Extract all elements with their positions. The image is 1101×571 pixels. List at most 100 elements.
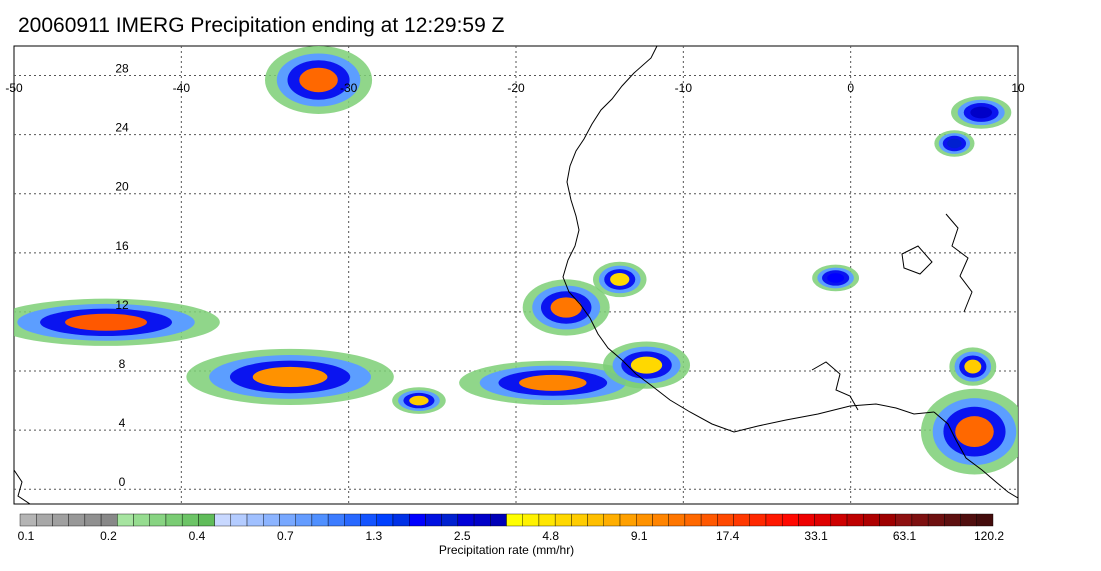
precip-core [630,356,663,374]
latitude-tick-label: 28 [115,62,129,76]
longitude-tick-label: -20 [507,81,525,95]
colorbar-swatch [571,513,588,527]
precip-cell-niger-east [934,130,975,157]
colorbar-swatch [409,513,426,527]
colorbar-swatch [765,513,783,527]
colorbar-swatch [181,513,199,527]
inland-water-outline [901,245,933,275]
latitude-tick-label: 8 [119,357,126,371]
longitude-tick-label: -40 [173,81,191,95]
colorbar-swatch [668,513,686,527]
colorbar-swatch [619,513,637,527]
colorbar-swatch [798,513,815,527]
colorbar-tick-label: 2.5 [454,529,471,543]
precip-core [65,313,147,331]
colorbar-swatch [100,513,118,527]
colorbar-tick-label: 0.7 [277,529,294,543]
precip-cell-mali [812,264,860,292]
latitude-tick-label: 12 [115,298,129,312]
colorbar-swatch [636,513,653,527]
bight-coastline [933,411,1018,499]
precip-core [519,374,587,391]
colorbar-swatch [425,513,442,527]
colorbar-tick-label: 9.1 [631,529,648,543]
colorbar-tick-label: 0.4 [189,529,206,543]
colorbar-swatch [863,513,880,527]
colorbar-swatch [36,513,53,527]
colorbar-swatch [781,513,799,527]
colorbar-swatch [344,513,361,527]
colorbar-swatch [538,513,556,527]
west-africa-coastline [562,46,935,433]
latitude-tick-label: 0 [119,475,126,489]
latitude-tick-label: 24 [115,121,129,135]
colorbar-swatch [295,513,313,527]
colorbar-tick-label: 63.1 [893,529,917,543]
colorbar-tick-label: 4.8 [542,529,559,543]
colorbar-swatch [814,513,832,527]
colorbar-swatch [198,513,215,527]
colorbar-swatch [311,513,329,527]
precip-core [610,273,630,286]
precip-core [252,366,328,388]
colorbar-swatch [976,513,994,527]
longitude-tick-label: 0 [847,81,854,95]
precip-cell-nigeria [920,388,1018,475]
precip-cell-central-band [186,348,394,406]
precip-cell-liberia [603,341,691,389]
colorbar-title: Precipitation rate (mm/hr) [439,543,574,557]
precip-cell-offshore-band [459,360,647,406]
colorbar-swatch [246,513,264,527]
colorbar-swatch [457,513,475,527]
precip-core [827,273,845,283]
river-delta-outline [811,361,859,411]
colorbar-swatch [603,513,621,527]
longitude-tick-label: -50 [5,81,23,95]
colorbar-swatch [490,513,507,527]
graticule [14,46,1018,504]
colorbar-swatch [230,513,248,527]
colorbar-swatch [895,513,913,527]
colorbar-swatch [652,513,669,527]
colorbar-tick-label: 0.1 [18,529,35,543]
colorbar-swatch [927,513,945,527]
precip-core [964,359,982,374]
colorbar-swatch [587,513,604,527]
latitude-tick-label: 20 [115,180,129,194]
longitude-tick-label: 10 [1011,81,1025,95]
colorbar-swatch [117,513,134,527]
colorbar-swatch [149,513,167,527]
colorbar-swatch [279,513,296,527]
colorbar-swatch [84,513,102,527]
precip-core [409,395,429,406]
colorbar-tick-label: 120.2 [974,529,1004,543]
precip-cell-small-east [392,387,446,414]
precip-core [970,106,993,119]
colorbar-tick-label: 33.1 [804,529,828,543]
precip-cell-senegal [522,279,610,336]
colorbar-swatch [133,513,150,527]
colorbar-swatch [360,513,377,527]
colorbar-swatch [327,513,345,527]
precip-cell-nigeria-north [949,347,997,386]
colorbar-swatch [165,513,183,527]
colorbar-swatch [522,513,540,527]
colorbar-swatch [376,513,394,527]
colorbar-tick-label: 1.3 [365,529,382,543]
colorbar-swatch [19,513,37,527]
colorbar-swatch [911,513,929,527]
longitude-tick-label: -30 [340,81,358,95]
colorbar-swatch [960,513,977,527]
colorbar-swatch [52,513,69,527]
precip-cell-niger-northeast [951,96,1012,129]
precip-cell-senegal-north [592,261,647,298]
colorbar-swatch [441,513,459,527]
latitude-tick-label: 4 [119,416,126,430]
precip-core [947,138,962,149]
longitude-tick-label: -10 [675,81,693,95]
map-frame [13,45,1019,505]
colorbar-swatch [879,513,896,527]
colorbar-swatch [846,513,864,527]
colorbar-swatch [717,513,734,527]
